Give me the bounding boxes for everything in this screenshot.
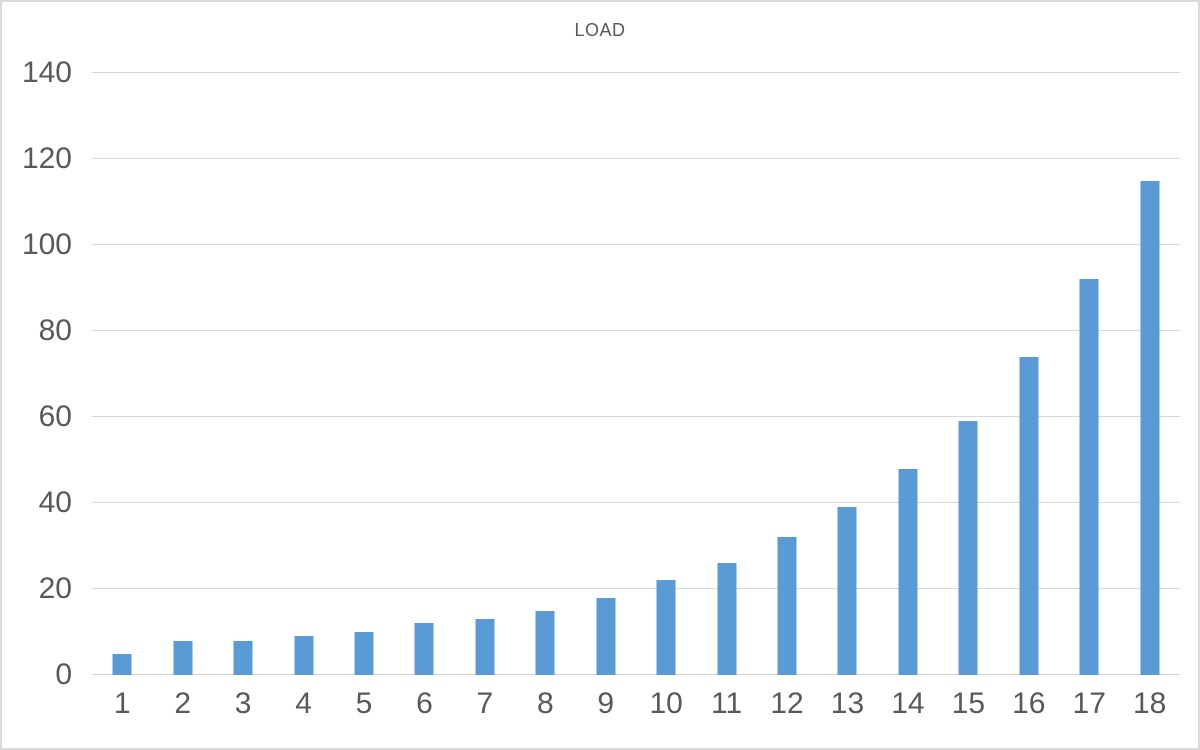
bar-slot (576, 73, 636, 675)
bar-slot (1119, 73, 1179, 675)
bar-1 (112, 653, 132, 675)
y-tick-label: 100 (21, 228, 72, 261)
gridline (92, 502, 1180, 503)
bar-6 (414, 623, 434, 675)
bar-slot (1059, 73, 1119, 675)
x-tick-label: 8 (536, 687, 554, 720)
bar-16 (1019, 356, 1039, 675)
gridline (92, 588, 1180, 589)
x-tick-label: 9 (597, 687, 615, 720)
y-tick-label: 120 (21, 142, 72, 175)
bar-12 (777, 537, 797, 675)
bar-slot (878, 73, 938, 675)
x-tick-label: 10 (649, 687, 683, 720)
x-axis-line (92, 674, 1180, 675)
gridline (92, 416, 1180, 417)
bar-slot (696, 73, 756, 675)
bar-slot (213, 73, 273, 675)
x-tick-label: 15 (951, 687, 986, 720)
bar-9 (596, 597, 616, 675)
bar-14 (898, 468, 918, 675)
x-tick-label: 13 (830, 687, 865, 720)
bar-13 (837, 507, 857, 675)
bar-slot (938, 73, 998, 675)
bar-4 (294, 636, 314, 675)
x-tick-label: 11 (711, 687, 743, 720)
bar-slot (817, 73, 877, 675)
bar-slot (515, 73, 575, 675)
x-tick-label: 18 (1132, 687, 1167, 720)
x-tick-label: 17 (1072, 687, 1106, 720)
gridline (92, 72, 1180, 73)
bars-container (92, 73, 1180, 675)
bar-17 (1079, 279, 1099, 675)
bar-slot (92, 73, 152, 675)
gridline (92, 244, 1180, 245)
x-tick-label: 12 (770, 687, 804, 720)
bar-10 (656, 580, 676, 675)
bar-5 (354, 632, 374, 675)
plot-area: 0 20 40 60 80 100 120 140 1 2 3 4 5 6 7 8 9 10 11 12 13 14 15… (22, 58, 1180, 720)
x-tick-label: 16 (1012, 687, 1046, 720)
x-tick-label: 2 (174, 687, 191, 720)
y-tick-label: 40 (38, 486, 72, 519)
chart-title: LOAD (574, 20, 626, 40)
y-tick-label: 140 (21, 56, 72, 89)
bar-slot (334, 73, 394, 675)
y-tick-label: 60 (38, 400, 72, 433)
x-tick-label: 3 (234, 687, 252, 720)
bar-2 (173, 640, 193, 675)
bar-slot (273, 73, 333, 675)
bar-slot (757, 73, 817, 675)
y-tick-label: 0 (55, 658, 72, 691)
bar-15 (958, 421, 978, 675)
x-tick-label: 7 (476, 687, 494, 720)
gridline (92, 330, 1180, 331)
x-tick-label: 6 (416, 687, 433, 720)
bar-slot (455, 73, 515, 675)
x-tick-label: 4 (295, 687, 312, 720)
bar-slot (394, 73, 454, 675)
x-tick-label: 1 (113, 687, 131, 720)
bar-11 (717, 563, 737, 675)
bar-3 (233, 640, 253, 675)
bar-slot (999, 73, 1059, 675)
y-tick-label: 20 (38, 572, 72, 605)
bar-7 (475, 619, 495, 675)
x-tick-label: 14 (891, 687, 925, 720)
bar-slot (636, 73, 696, 675)
bar-8 (535, 610, 555, 675)
bar-18 (1140, 180, 1160, 675)
x-axis-labels: 1 2 3 4 5 6 7 8 9 10 11 12 13 14 15 16 17 18 (92, 687, 1180, 720)
y-tick-label: 80 (38, 314, 72, 347)
gridline (92, 158, 1180, 159)
bar-slot (152, 73, 212, 675)
x-tick-label: 5 (355, 687, 373, 720)
